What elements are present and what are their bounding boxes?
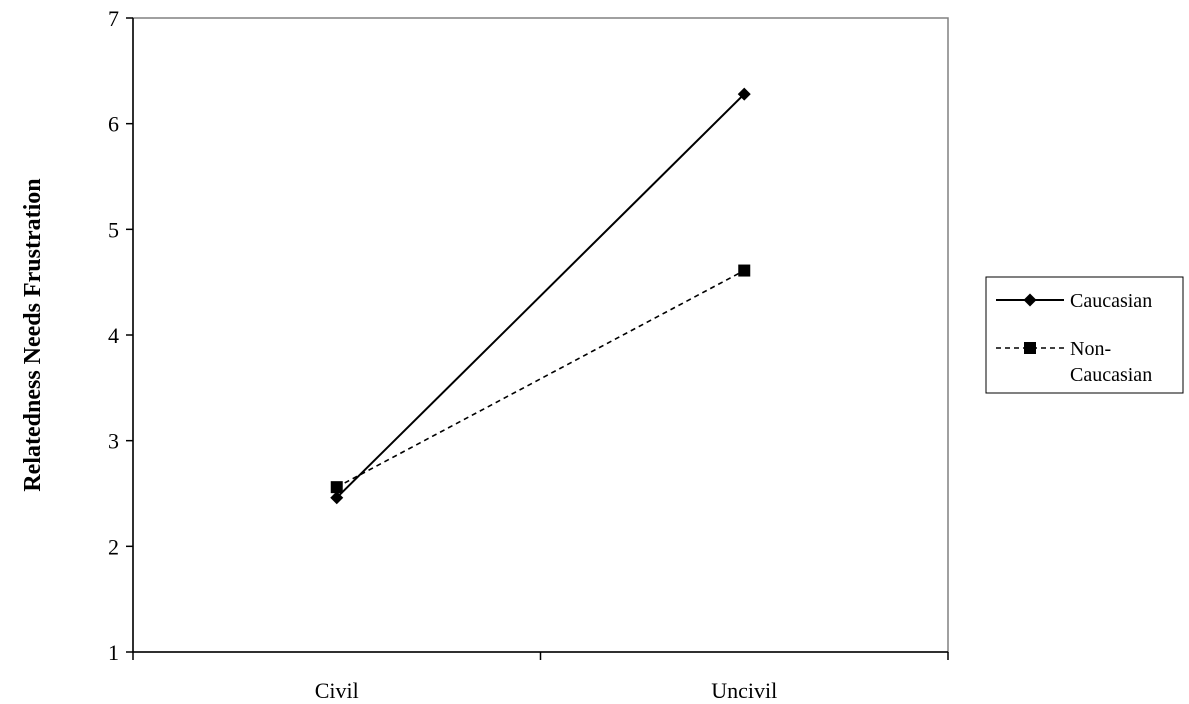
series-line [336, 93, 745, 499]
y-tick-label: 3 [108, 429, 119, 454]
legend-item: Non- Caucasian [996, 338, 1152, 386]
y-tick-label: 4 [108, 323, 119, 348]
data-point [737, 87, 751, 101]
series-caucasian [330, 87, 751, 505]
series-non-caucasian [330, 264, 751, 494]
y-axis-title: Relatedness Needs Frustration [20, 178, 46, 491]
data-point [330, 481, 343, 494]
y-tick-label: 6 [108, 112, 119, 137]
legend-label: Caucasian [1070, 364, 1152, 386]
series-line [336, 269, 745, 488]
data-point [330, 491, 344, 505]
legend-box [985, 276, 1184, 394]
legend: Caucasian Non- Caucasian [985, 276, 1184, 394]
y-tick-label: 1 [108, 640, 119, 665]
x-tick-label: Civil [315, 678, 359, 703]
series-layer [330, 87, 751, 505]
legend-label: Caucasian [1070, 290, 1152, 312]
legend-items: Caucasian Non- Caucasian [996, 290, 1152, 386]
data-point [738, 264, 751, 277]
x-axis: Civil Uncivil [132, 651, 949, 703]
y-axis: 1 2 3 4 5 6 7 [108, 6, 134, 665]
legend-swatch-marker [1024, 342, 1036, 354]
x-tick-label: Uncivil [711, 678, 777, 703]
legend-item: Caucasian [996, 290, 1152, 312]
y-tick-label: 2 [108, 534, 119, 559]
legend-label: Non- [1070, 338, 1111, 360]
y-axis-ticks: 1 2 3 4 5 6 7 [108, 6, 133, 665]
plot-area [132, 17, 949, 653]
y-tick-label: 5 [108, 217, 119, 242]
x-axis-ticks: Civil Uncivil [132, 652, 949, 703]
legend-swatch-marker [1023, 293, 1037, 307]
y-tick-label: 7 [108, 6, 119, 31]
